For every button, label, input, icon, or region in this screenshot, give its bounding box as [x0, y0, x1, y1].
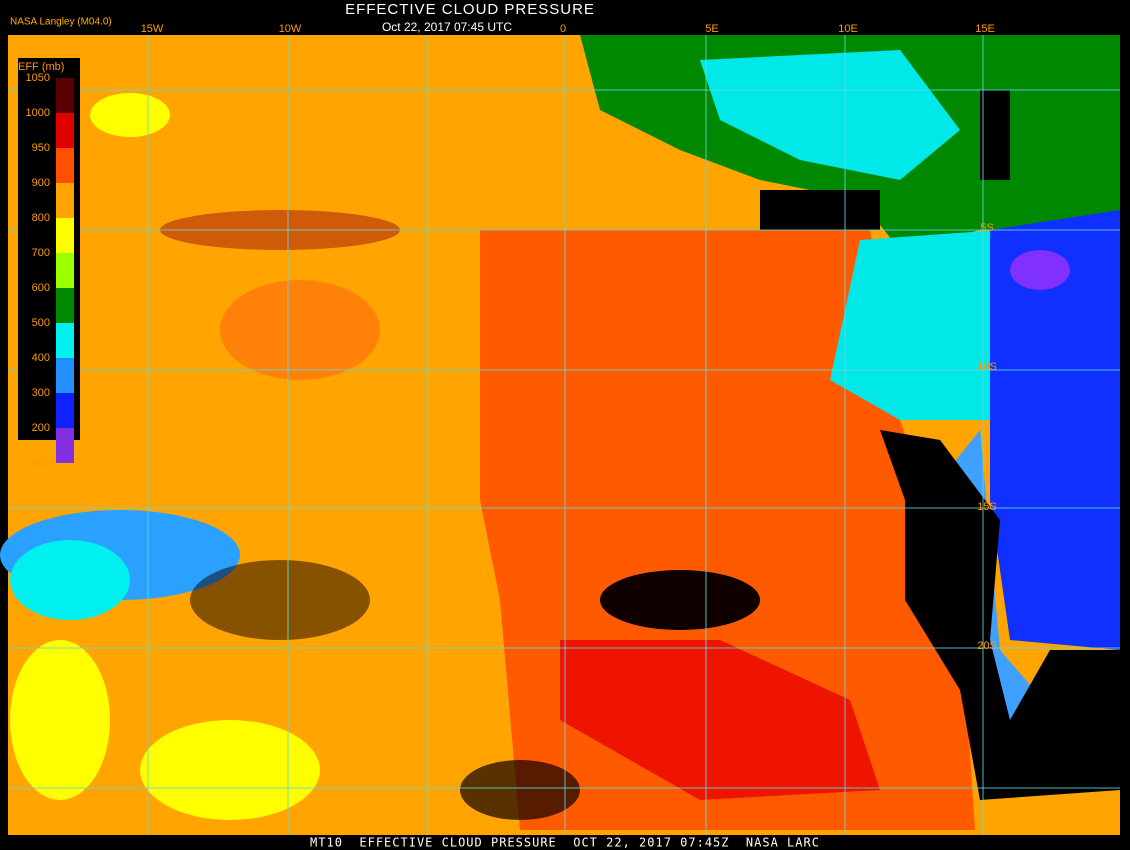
legend-tick-label: 300 — [32, 387, 50, 399]
lat-label: 10S — [977, 361, 997, 373]
legend-swatch — [56, 113, 74, 148]
lon-label: 10E — [838, 23, 858, 35]
legend-tick-label: 900 — [32, 177, 50, 189]
legend: 1050 1000 950 900 800 700 600 500 400 300 200 100 — [26, 72, 74, 469]
legend-swatch — [56, 323, 74, 358]
legend-tick-label: 950 — [32, 142, 50, 154]
legend-tick-label: 1000 — [26, 107, 50, 119]
legend-swatch — [56, 148, 74, 183]
legend-swatch — [56, 428, 74, 463]
lat-label: 15S — [977, 501, 997, 513]
subtitle: Oct 22, 2017 07:45 UTC — [382, 20, 512, 34]
legend-swatch — [56, 78, 74, 113]
legend-swatch — [56, 253, 74, 288]
legend-tick-label: 400 — [32, 352, 50, 364]
legend-title: EFF (mb) — [18, 61, 64, 73]
lon-label: 10W — [279, 23, 302, 35]
lon-label: 0 — [560, 23, 566, 35]
legend-swatch — [56, 358, 74, 393]
legend-tick-label: 700 — [32, 247, 50, 259]
legend-tick-label: 100 — [32, 457, 50, 469]
footer-bar — [0, 836, 1130, 850]
lat-label: 20S — [977, 640, 997, 652]
legend-swatch — [56, 288, 74, 323]
legend-tick-label: 500 — [32, 317, 50, 329]
legend-swatch — [56, 218, 74, 253]
source-label: NASA Langley (M04.0) — [10, 17, 112, 28]
legend-tick-label: 1050 — [26, 72, 50, 84]
title: EFFECTIVE CLOUD PRESSURE — [345, 1, 595, 18]
graticule — [8, 35, 1120, 835]
lon-label: 15E — [975, 23, 995, 35]
imagery — [0, 35, 1120, 835]
legend-swatch — [56, 393, 74, 428]
lon-label: 5E — [705, 23, 718, 35]
lon-label: 15W — [141, 23, 164, 35]
legend-tick-label: 800 — [32, 212, 50, 224]
footer: MT10 EFFECTIVE CLOUD PRESSURE OCT 22, 20… — [310, 836, 820, 850]
legend-tick-label: 600 — [32, 282, 50, 294]
lat-label: 5S — [980, 222, 993, 234]
legend-swatch — [56, 183, 74, 218]
legend-tick-label: 200 — [32, 422, 50, 434]
